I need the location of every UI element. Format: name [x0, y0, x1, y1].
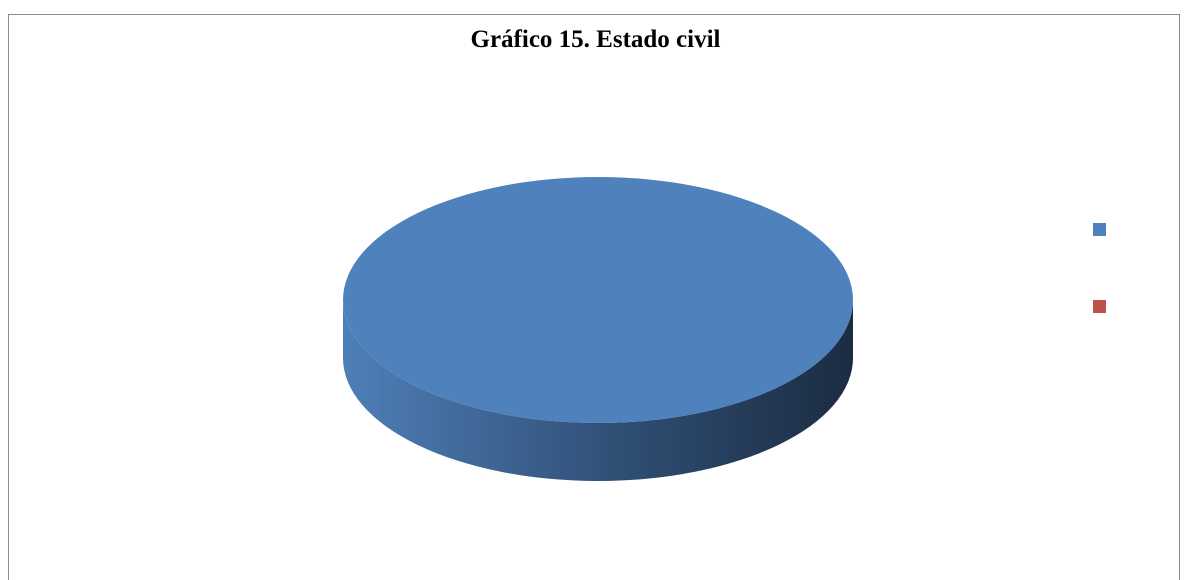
chart-title: Gráfico 15. Estado civil [470, 26, 721, 53]
pie-slices [343, 177, 853, 481]
legend-swatch-1 [1093, 300, 1106, 313]
pie-side [343, 300, 853, 481]
legend-item-0 [1093, 223, 1114, 236]
legend-swatch-0 [1093, 223, 1106, 236]
pie-slice-0 [343, 177, 853, 423]
legend-item-1 [1093, 300, 1114, 313]
